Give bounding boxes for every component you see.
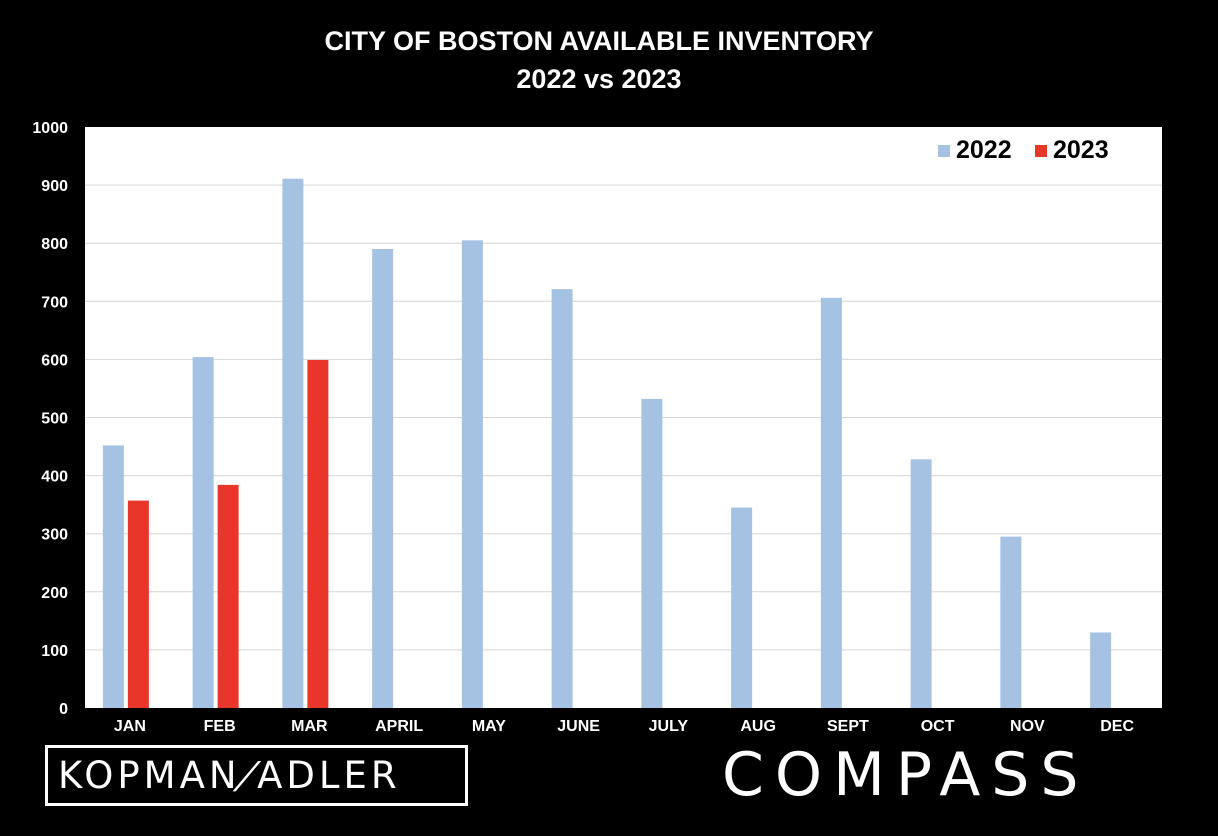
- y-tick-label: 600: [41, 352, 68, 369]
- x-tick-label: MAY: [472, 718, 506, 735]
- x-tick-label: JUNE: [557, 718, 600, 735]
- bars: [102, 178, 1112, 709]
- bar-2022-july: [641, 398, 663, 708]
- legend-label-2023: 2023: [1053, 136, 1109, 164]
- y-tick-label: 0: [59, 701, 68, 718]
- x-tick-label: SEPT: [827, 718, 869, 735]
- chart-title-line2: 2022 vs 2023: [516, 64, 682, 94]
- y-tick-label: 900: [41, 178, 68, 195]
- compass-logo: COMPASS: [722, 740, 1162, 810]
- kopman-adler-logo: KOPMAN/ADLER: [45, 745, 468, 806]
- y-tick-label: 500: [41, 411, 68, 428]
- bar-2022-jan: [102, 445, 124, 708]
- logo-left-text-b: ADLER: [257, 754, 401, 797]
- x-tick-label: NOV: [1010, 718, 1045, 735]
- y-tick-label: 1000: [32, 120, 68, 137]
- x-tick-label: JAN: [114, 718, 146, 735]
- y-tick-label: 100: [41, 643, 68, 660]
- x-tick-label: JULY: [649, 718, 689, 735]
- logo-left-text-a: KOPMAN: [58, 754, 241, 797]
- bar-2022-oct: [910, 459, 932, 708]
- bar-2022-feb: [192, 357, 214, 708]
- bar-2022-aug: [731, 507, 753, 708]
- legend-label-2022: 2022: [956, 136, 1012, 164]
- gridlines: [85, 184, 1162, 651]
- bar-2022-nov: [1000, 536, 1022, 708]
- x-tick-label: OCT: [921, 718, 955, 735]
- bar-2023-mar: [307, 359, 329, 708]
- y-axis: 0 100 200 300 400 500 600 700 800 900 1000: [32, 120, 68, 718]
- y-tick-label: 700: [41, 294, 68, 311]
- logo-right-text: COMPASS: [722, 740, 1090, 810]
- y-tick-label: 800: [41, 236, 68, 253]
- bar-2022-sept: [820, 297, 842, 708]
- bar-2022-mar: [282, 178, 304, 709]
- legend: 2022 2023: [938, 136, 1109, 164]
- legend-swatch-2022: [938, 145, 950, 157]
- x-tick-label: FEB: [204, 718, 236, 735]
- x-tick-label: AUG: [740, 718, 776, 735]
- x-axis: JAN FEB MAR APRIL MAY JUNE JULY AUG SEPT OCT NOV DE…: [114, 718, 1135, 735]
- x-tick-label: MAR: [291, 718, 328, 735]
- legend-swatch-2023: [1035, 145, 1047, 157]
- y-tick-label: 200: [41, 585, 68, 602]
- bar-2023-feb: [217, 484, 239, 708]
- bar-2022-may: [461, 240, 483, 709]
- x-tick-label: DEC: [1100, 718, 1134, 735]
- bar-2022-dec: [1090, 632, 1112, 708]
- y-tick-label: 300: [41, 527, 68, 544]
- bar-2023-jan: [127, 500, 149, 708]
- y-tick-label: 400: [41, 469, 68, 486]
- x-tick-label: APRIL: [375, 718, 423, 735]
- chart-title-line1: CITY OF BOSTON AVAILABLE INVENTORY: [324, 26, 874, 56]
- bar-2022-april: [372, 249, 394, 708]
- chart-title: CITY OF BOSTON AVAILABLE INVENTORY 2022 …: [0, 22, 1198, 98]
- bar-2022-june: [551, 289, 573, 708]
